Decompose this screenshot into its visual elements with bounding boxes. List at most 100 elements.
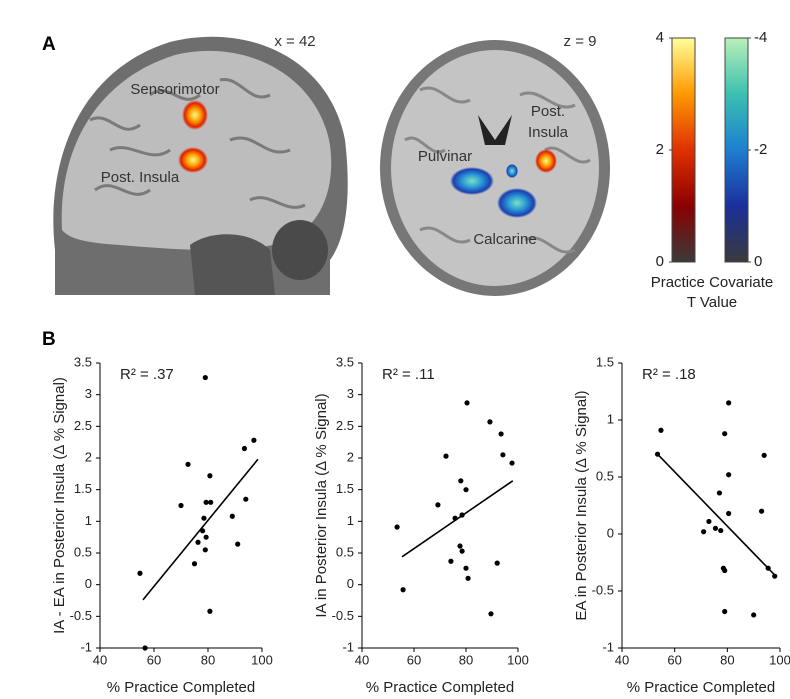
y-tick-label: 0 (85, 576, 92, 591)
data-point (443, 453, 449, 459)
data-point (394, 524, 400, 530)
x-tick-label: 60 (147, 652, 161, 667)
y-tick-label: -0.5 (592, 582, 614, 597)
colorbar-tick-label: 4 (656, 29, 664, 46)
region-label: Calcarine (473, 231, 536, 248)
data-point (509, 460, 515, 466)
x-tick-label: 100 (251, 652, 273, 667)
data-point (178, 502, 184, 509)
slice-label: x = 42 (274, 33, 315, 50)
x-tick-label: 80 (459, 652, 473, 667)
data-point (701, 529, 707, 535)
data-point (722, 608, 728, 615)
sagittal-image (53, 36, 348, 296)
region-label: Pulvinar (418, 148, 472, 165)
data-point (207, 473, 213, 479)
y-tick-label: 0.5 (74, 544, 92, 559)
data-point (203, 499, 209, 505)
colorbar-label: Practice Covariate (651, 274, 774, 291)
data-point (726, 472, 732, 478)
trend-line (401, 480, 514, 558)
data-point (758, 508, 765, 514)
slice-label: z = 9 (564, 33, 597, 50)
data-point (457, 543, 463, 549)
y-tick-label: 3 (347, 386, 354, 401)
data-point (463, 565, 469, 571)
data-point (465, 575, 471, 581)
y-tick-label: 0 (347, 576, 354, 591)
y-tick-label: 2 (347, 449, 354, 464)
x-tick-label: 40 (355, 652, 369, 667)
trend-line (142, 458, 259, 601)
y-tick-label: 2.5 (74, 418, 92, 433)
data-point (716, 490, 723, 496)
data-point (712, 525, 719, 531)
x-tick-label: 80 (201, 652, 215, 667)
annotation: R² = .37 (120, 366, 174, 383)
y-tick-label: 3.5 (74, 354, 92, 369)
y-tick-label: 1 (607, 411, 614, 426)
y-tick-label: 0.5 (596, 468, 614, 483)
data-point (448, 558, 454, 564)
y-tick-label: 0 (607, 525, 614, 540)
y-tick-label: -0.5 (70, 608, 92, 623)
axial-image (380, 40, 610, 296)
y-axis-label: EA in Posterior Insula (Δ % Signal) (573, 390, 590, 620)
region-label: Post. (531, 103, 565, 120)
data-point (722, 567, 728, 574)
y-axis-label: IA - EA in Posterior Insula (Δ % Signal) (51, 377, 68, 634)
x-axis-label: % Practice Completed (107, 679, 255, 696)
y-tick-label: 3.5 (336, 354, 354, 369)
y-tick-label: 1.5 (74, 481, 92, 496)
x-axis-label: % Practice Completed (627, 679, 775, 696)
y-tick-label: 2.5 (336, 418, 354, 433)
data-point (137, 570, 143, 576)
annotation: R² = .18 (642, 366, 696, 383)
data-point (487, 419, 493, 425)
data-point (207, 608, 213, 614)
y-tick-label: 0.5 (336, 544, 354, 559)
colorbar-tick-label: -4 (754, 29, 767, 46)
data-point (500, 452, 506, 458)
region-label: Sensorimotor (130, 81, 219, 98)
colorbar-tick-label: 2 (656, 141, 664, 158)
colorbar (671, 37, 696, 263)
data-point (251, 437, 257, 443)
data-point (751, 612, 757, 618)
data-point (494, 560, 500, 566)
y-tick-label: 1 (85, 513, 92, 528)
colorbar-tick-label: 0 (754, 253, 762, 270)
data-point (463, 487, 469, 493)
data-point (726, 400, 732, 406)
x-tick-label: 60 (667, 652, 681, 667)
data-point (772, 573, 778, 579)
panel-label: A (42, 34, 56, 55)
data-point (658, 427, 664, 433)
annotation: R² = .11 (382, 366, 435, 383)
data-point (488, 611, 494, 617)
panel-label: B (42, 329, 56, 350)
data-point (241, 445, 248, 452)
colorbar-tick-label: -2 (754, 141, 767, 158)
colorbar (724, 37, 749, 263)
y-tick-label: -1 (602, 639, 614, 654)
y-tick-label: 1.5 (596, 354, 614, 369)
data-point (229, 513, 235, 519)
data-point (706, 518, 712, 525)
data-point (498, 431, 504, 437)
y-tick-label: -1 (342, 639, 354, 654)
colorbar-tick-label: 0 (656, 253, 664, 270)
trend-line (656, 453, 776, 576)
data-point (201, 515, 207, 521)
y-tick-label: 2 (85, 449, 92, 464)
data-point (718, 527, 724, 534)
data-point (761, 452, 767, 458)
data-point (400, 587, 406, 593)
data-point (191, 561, 198, 567)
data-point (464, 400, 470, 406)
x-axis-label: % Practice Completed (366, 679, 514, 696)
x-tick-label: 60 (407, 652, 421, 667)
colorbar-label: T Value (687, 294, 737, 311)
